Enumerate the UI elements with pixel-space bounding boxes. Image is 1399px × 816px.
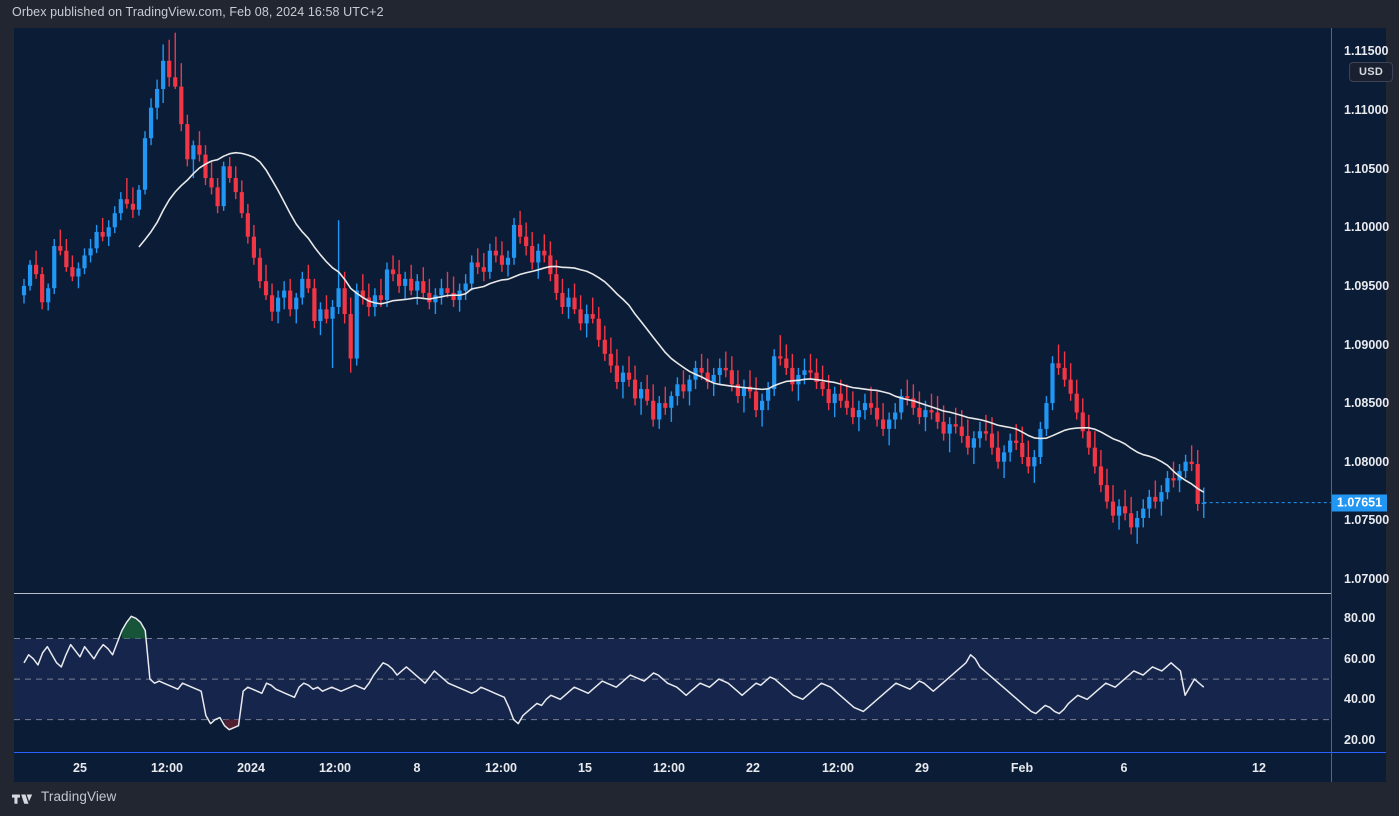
tradingview-logo-icon (12, 794, 33, 804)
candlestick-plot (21, 32, 1331, 544)
candle-series (21, 32, 1206, 544)
price-axis-label: 1.10000 (1344, 220, 1390, 235)
time-axis-label: 12 (1252, 761, 1266, 775)
time-axis-label: 22 (746, 761, 760, 775)
time-axis-label: 12:00 (485, 761, 517, 775)
time-axis-label: 6 (1120, 761, 1128, 775)
chart-container[interactable]: USD 25 12:00 2024 12:00 8 12:00 15 12:00 22 12:00… (14, 28, 1394, 782)
price-axis-label: 1.11000 (1344, 103, 1389, 118)
price-axis-label: 1.07000 (1344, 571, 1390, 586)
rsi-plot (14, 615, 1331, 731)
tradingview-wordmark: TradingView (41, 789, 117, 804)
pane-separator[interactable] (14, 593, 1331, 594)
price-axis-label: 1.07500 (1344, 513, 1390, 528)
rsi-axis-label: 40.00 (1344, 692, 1376, 707)
time-axis-label: 29 (915, 761, 929, 775)
rsi-band (14, 638, 1331, 720)
time-axis-label: Feb (1010, 761, 1034, 775)
moving-average-line (138, 151, 1205, 493)
tradingview-branding[interactable]: TradingView (12, 789, 116, 804)
time-scale[interactable]: 25 12:00 2024 12:00 8 12:00 15 12:00 22 12:00 29 Fe… (14, 752, 1331, 782)
price-axis-label: 1.10500 (1344, 161, 1390, 176)
time-axis-label: 12:00 (653, 761, 685, 775)
price-chart-pane[interactable] (14, 28, 1331, 593)
price-axis-label: 1.11500 (1344, 44, 1389, 59)
time-axis-label: 2024 (237, 761, 265, 775)
time-axis-label: 12:00 (319, 761, 351, 775)
time-axis-label: 12:00 (822, 761, 854, 775)
rsi-axis-label: 20.00 (1344, 732, 1376, 747)
rsi-overbought-fill (121, 616, 146, 639)
time-axis-label: 8 (413, 761, 421, 775)
scale-corner (1331, 752, 1386, 782)
time-axis-label: 15 (578, 761, 592, 775)
last-price-tag[interactable]: 1.07651 (1332, 494, 1387, 512)
price-axis-label: 1.08000 (1344, 454, 1390, 469)
price-axis-label: 1.09500 (1344, 278, 1390, 293)
currency-badge[interactable]: USD (1349, 62, 1394, 82)
oscillator-pane[interactable] (14, 594, 1331, 752)
rsi-axis-label: 60.00 (1344, 651, 1376, 666)
rsi-line (23, 615, 1205, 731)
price-axis-label: 1.08500 (1344, 396, 1390, 411)
price-axis-label: 1.09000 (1344, 337, 1390, 352)
time-axis-label: 25 (73, 761, 87, 775)
rsi-oversold-fill (224, 719, 239, 730)
chart-attribution: Orbex published on TradingView.com, Feb … (12, 5, 384, 19)
rsi-axis-label: 80.00 (1344, 611, 1376, 626)
price-scale[interactable] (1331, 28, 1386, 752)
time-axis-label: 12:00 (151, 761, 183, 775)
